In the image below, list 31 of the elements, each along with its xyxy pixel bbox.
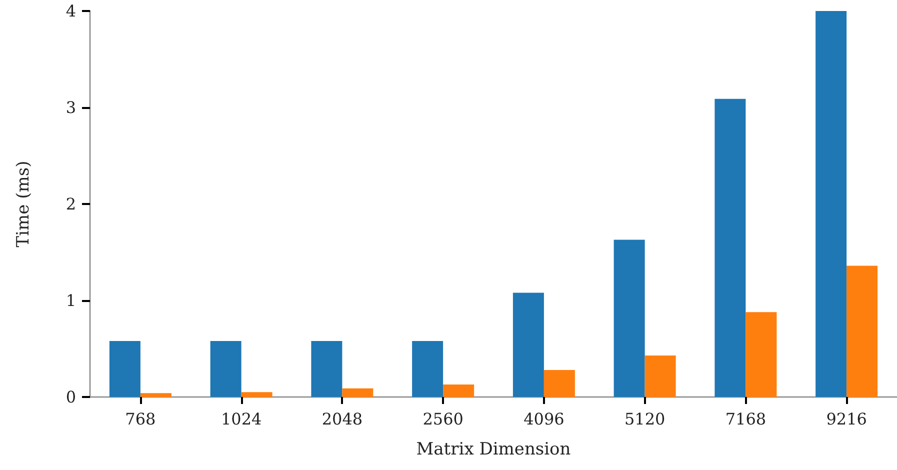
y-tick-label: 2 (66, 194, 76, 214)
bar (311, 341, 342, 397)
x-tick-label: 4096 (524, 410, 564, 428)
y-tick-label: 0 (66, 388, 76, 406)
bar (512, 292, 544, 397)
bar (443, 384, 474, 397)
bar (644, 356, 676, 397)
x-tick-label: 5120 (624, 410, 666, 428)
bar (241, 392, 272, 397)
bar (544, 370, 575, 397)
bar (614, 240, 645, 397)
bar (714, 98, 746, 397)
x-tick-label: 9216 (826, 410, 867, 428)
x-tick-label: 1024 (220, 410, 262, 428)
bar (210, 341, 242, 397)
y-tick-label: 1 (66, 291, 76, 310)
bar (816, 11, 847, 397)
y-axis-title: Time (ms) (14, 160, 34, 248)
x-tick-label: 2048 (322, 410, 363, 428)
x-tick-label: 2560 (422, 410, 464, 428)
bar (342, 388, 374, 397)
x-axis-title: Matrix Dimension (416, 440, 571, 460)
y-tick-label: 3 (66, 98, 76, 117)
x-tick-label: 768 (125, 410, 156, 428)
bar (412, 341, 444, 397)
x-tick-label: 7168 (725, 410, 766, 428)
y-tick-label: 4 (66, 2, 76, 20)
bar (846, 266, 878, 397)
bar (140, 393, 172, 397)
bar (109, 341, 140, 397)
bar (746, 312, 777, 397)
